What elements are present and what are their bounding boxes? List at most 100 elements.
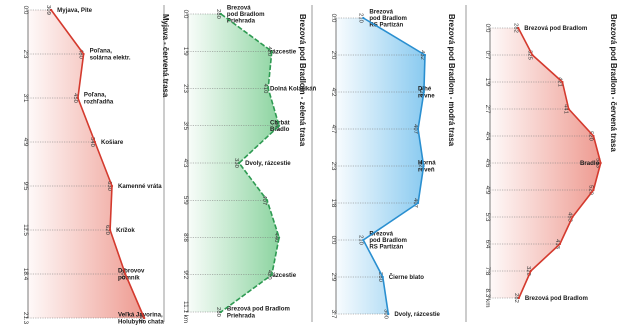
km-tick-label: 4.9	[22, 138, 29, 147]
km-tick-label: 2.9	[330, 273, 337, 282]
elevation-label: 325	[526, 50, 532, 60]
place-label: Dvoly, rázcestie	[394, 311, 440, 318]
place-label: rozhľadňa	[84, 98, 114, 105]
place-label: Brezová	[369, 8, 393, 15]
elevation-label: 800	[138, 313, 144, 323]
km-tick-label: 2.3	[182, 84, 189, 93]
place-label: Brezová	[369, 230, 393, 237]
profile-area	[28, 10, 145, 318]
profile-line	[220, 13, 280, 313]
elevation-label: 432	[419, 50, 425, 60]
km-tick-label: 0.0	[330, 14, 337, 23]
place-label: Myjava, Pite	[57, 7, 92, 14]
profile-line	[517, 27, 602, 299]
place-label: Poľana,	[84, 92, 107, 99]
km-tick-label: 3.7	[330, 310, 337, 319]
place-label: solárna elektr.	[90, 54, 131, 61]
km-tick-label: 1.9	[484, 78, 491, 87]
elevation-label: 330	[233, 158, 239, 168]
km-tick-label: 0.7	[484, 51, 491, 60]
elevation-label: 410	[262, 84, 268, 94]
place-label: Brezová	[227, 4, 251, 11]
km-tick-label: 2.3	[22, 50, 29, 59]
place-label: Čierne blato	[389, 274, 424, 281]
elevation-label: 420	[266, 46, 272, 56]
elevation-label: 282	[513, 293, 519, 303]
km-tick-label: 1.9	[182, 47, 189, 56]
place-label: pod Bradlom	[227, 11, 265, 18]
elevation-label: 280	[377, 272, 383, 282]
panel-title: Brezová pod Bradlom - červená trasa	[609, 14, 618, 152]
km-tick-label: 6.4	[484, 240, 491, 249]
km-tick-label: 2.7	[484, 105, 491, 114]
place-label: Košiare	[101, 139, 124, 146]
profile-area	[336, 18, 425, 314]
place-label: Krížok	[116, 227, 135, 234]
place-label: roveň	[418, 166, 435, 173]
km-tick-label: 8.8	[182, 233, 189, 242]
place-label: rovne	[418, 92, 435, 99]
elevation-label: 309	[45, 5, 51, 15]
place-label: Poľana,	[90, 48, 113, 55]
km-tick-label: 4.6	[484, 159, 491, 168]
elevation-label: 450	[72, 93, 78, 103]
elevation-label: 427	[418, 161, 424, 171]
km-tick-label: 2.0	[330, 51, 337, 60]
elevation-label: 700	[119, 269, 125, 279]
place-label: pod Bradlom	[369, 237, 407, 244]
elevation-label: 520	[587, 185, 593, 195]
km-tick-label: 11.5	[22, 224, 29, 236]
km-tick-label: 9.2	[182, 270, 189, 279]
place-label: Holubyho chata	[118, 318, 164, 325]
place-label: rázcestie	[270, 272, 297, 279]
elevation-label: 630	[106, 181, 112, 191]
elevation-label: 282	[512, 23, 518, 33]
elevation-label: 407	[412, 198, 418, 208]
elevation-label: 453	[566, 212, 572, 222]
place-label: rázcestie	[270, 48, 297, 55]
elevation-label: 421	[556, 77, 562, 87]
place-label: Priehrada	[227, 18, 256, 25]
place-label: RS Partizán	[369, 22, 403, 29]
elevation-label: 620	[104, 225, 110, 235]
elevation-label: 280	[215, 9, 221, 19]
place-label: Dolná Kolárikáň	[270, 86, 317, 93]
place-label: Horná	[418, 160, 436, 167]
profile-line	[362, 17, 426, 315]
elevation-label: 543	[595, 158, 601, 168]
place-label: Brezová pod Bradlom	[524, 25, 588, 32]
panel-title: Brezová pod Bradlom - zelená trasa	[298, 14, 307, 147]
place-label: Priehrada	[227, 312, 256, 319]
elevation-label: 441	[563, 104, 569, 114]
profile-panel-4: 0.0 282 Brezová pod Bradlom 0.7 325 1.9 421 2.7…	[465, 5, 618, 322]
elevation-label: 407	[261, 195, 267, 205]
elevation-label: 428	[418, 87, 424, 97]
elevation-label: 520	[587, 131, 593, 141]
km-tick-label: 5.3	[484, 213, 491, 222]
place-label: pomník	[118, 274, 140, 281]
km-tick-label: 8.3 km	[484, 289, 491, 308]
place-label: pod Bradlom	[369, 15, 407, 22]
place-label: Bradlo	[580, 160, 600, 167]
elevation-label: 407	[412, 124, 418, 134]
km-tick-label: 7.8	[484, 267, 491, 276]
km-tick-label: 4.4	[484, 132, 491, 141]
panel-title: Myjava - červená trasa	[161, 14, 170, 98]
place-label: Kamenné vráta	[118, 183, 162, 190]
km-tick-label: 21.3	[22, 312, 29, 325]
km-tick-label: 5.9	[182, 196, 189, 205]
place-label: Dvoly, rázcestie	[245, 160, 291, 167]
km-tick-label: 1.8	[330, 199, 337, 208]
km-tick-label: 4.7	[330, 125, 337, 134]
place-label: Chrbát	[270, 119, 290, 126]
elevation-label: 480	[78, 49, 84, 59]
place-label: RS Partizán	[369, 244, 403, 251]
km-tick-label: 4.2	[330, 88, 337, 97]
place-label: Dlhé	[418, 86, 432, 93]
km-tick-label: 0.0	[330, 236, 337, 245]
km-tick-label: 4.9	[484, 186, 491, 195]
km-tick-label: 3.5	[182, 121, 189, 130]
